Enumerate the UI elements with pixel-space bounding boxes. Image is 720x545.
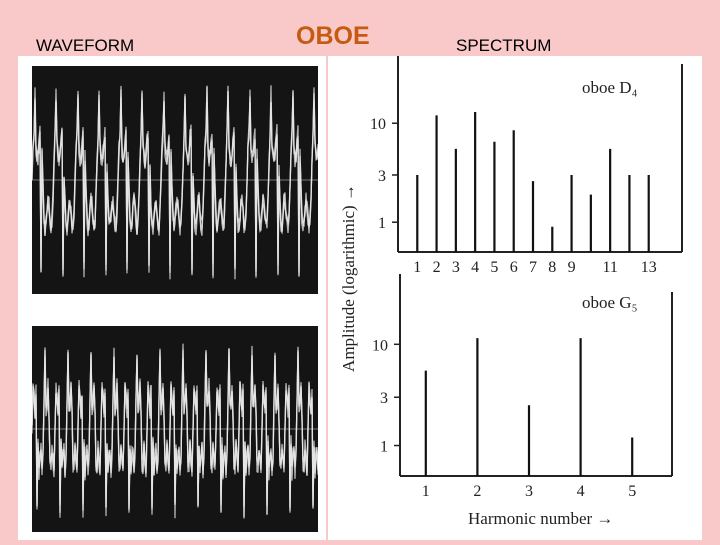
wave-g5-path-2 [32,343,318,518]
x-tick-label-0-4: 5 [490,259,498,276]
waveform-trace-g5 [32,343,318,519]
waveform-panel [18,56,326,540]
x-tick-label-1-1: 2 [473,483,481,500]
y-tick-label-0-2: 10 [370,116,386,133]
x-tick-label-0-0: 1 [413,259,421,276]
x-tick-label-0-6: 7 [529,259,537,276]
x-tick-label-1-0: 1 [422,483,430,500]
y-tick-label-1-1: 3 [380,390,388,407]
spectrum-heading: SPECTRUM [456,36,552,55]
y-axis-label: Amplitude (logarithmic) → [339,184,358,372]
chart-title-g5: oboe G₅ [582,293,638,312]
chart-title-d4: oboe D₄ [582,78,638,97]
x-tick-label-0-1: 2 [433,259,441,276]
wave-d4-path-2 [32,85,318,278]
waveform-trace-d4 [32,85,318,280]
x-tick-label-1-4: 5 [628,483,636,500]
spectrum-panel: Amplitude (logarithmic) → oboe D₄ oboe G… [328,54,702,540]
x-tick-label-0-8: 9 [568,259,576,276]
chart-g5: 1 3 10 1 2 3 4 5 [372,274,673,500]
oscilloscope-trace-g5 [32,326,318,532]
x-axis-label: Harmonic number → [468,509,613,528]
y-tick-label-1-2: 10 [372,337,388,354]
page-title: OBOE [296,22,370,50]
x-tick-label-0-3: 4 [471,259,479,276]
x-tick-label-0-7: 8 [548,259,556,276]
waveform-heading: WAVEFORM [36,36,135,55]
x-tick-label-0-9: 11 [602,259,617,276]
x-tick-label-1-3: 4 [577,483,585,500]
oscilloscope-trace-d4 [32,66,318,294]
x-tick-label-1-2: 3 [525,483,533,500]
x-tick-label-0-10: 13 [641,259,657,276]
y-tick-label-0-0: 1 [378,215,386,232]
x-tick-label-0-5: 6 [510,259,518,276]
y-tick-label-0-1: 3 [378,168,386,185]
spectrum-chart: Amplitude (logarithmic) → oboe D₄ oboe G… [339,54,683,528]
x-tick-label-0-2: 3 [452,259,460,276]
y-tick-label-1-0: 1 [380,439,388,456]
